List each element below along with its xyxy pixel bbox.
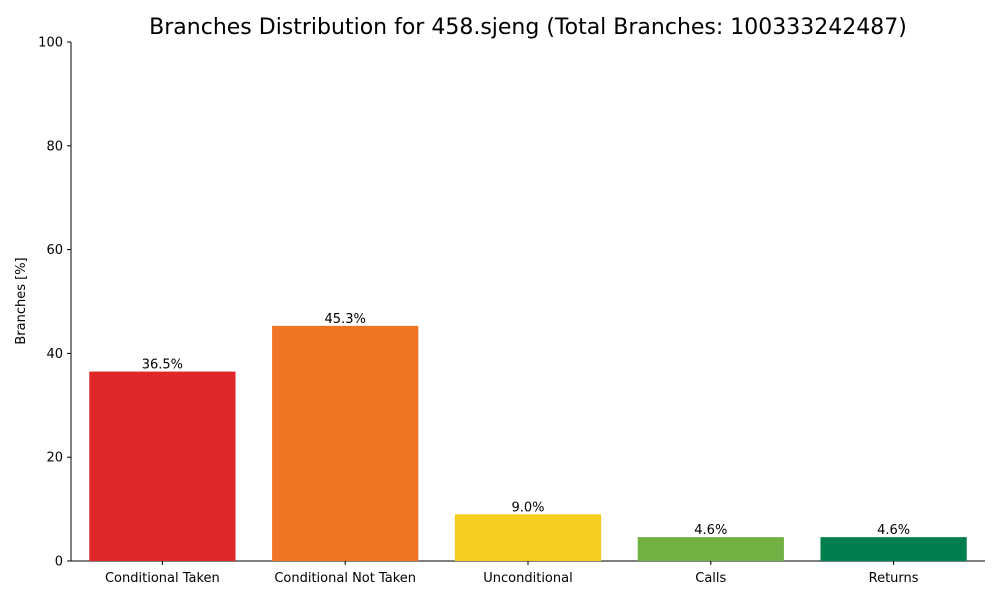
- bar: [820, 537, 967, 561]
- y-tick-label: 40: [46, 347, 63, 362]
- y-axis-label: Branches [%]: [14, 257, 29, 344]
- x-tick-label: Conditional Not Taken: [274, 571, 416, 586]
- bar: [637, 537, 784, 561]
- y-tick-label: 0: [55, 555, 63, 570]
- bar: [454, 514, 602, 561]
- x-tick-label: Returns: [869, 571, 919, 586]
- bar: [89, 371, 236, 561]
- y-tick-label: 80: [46, 139, 63, 154]
- bar-value-label: 9.0%: [511, 500, 544, 515]
- x-tick-label: Unconditional: [483, 571, 572, 586]
- chart-title: Branches Distribution for 458.sjeng (Tot…: [149, 15, 907, 40]
- y-tick-label: 100: [38, 36, 63, 51]
- y-tick-label: 60: [46, 243, 63, 258]
- bar-value-label: 4.6%: [877, 523, 910, 538]
- y-tick-label: 20: [46, 451, 63, 466]
- bar-value-label: 4.6%: [694, 523, 727, 538]
- x-tick-label: Conditional Taken: [105, 571, 220, 586]
- bar: [272, 325, 419, 561]
- x-tick-label: Calls: [695, 571, 726, 586]
- plot-area: 0 20 40 60 80 100 36.5% Conditional Taken 45.3% C…: [38, 36, 985, 586]
- bar-value-label: 45.3%: [325, 312, 366, 327]
- bar-value-label: 36.5%: [142, 358, 183, 373]
